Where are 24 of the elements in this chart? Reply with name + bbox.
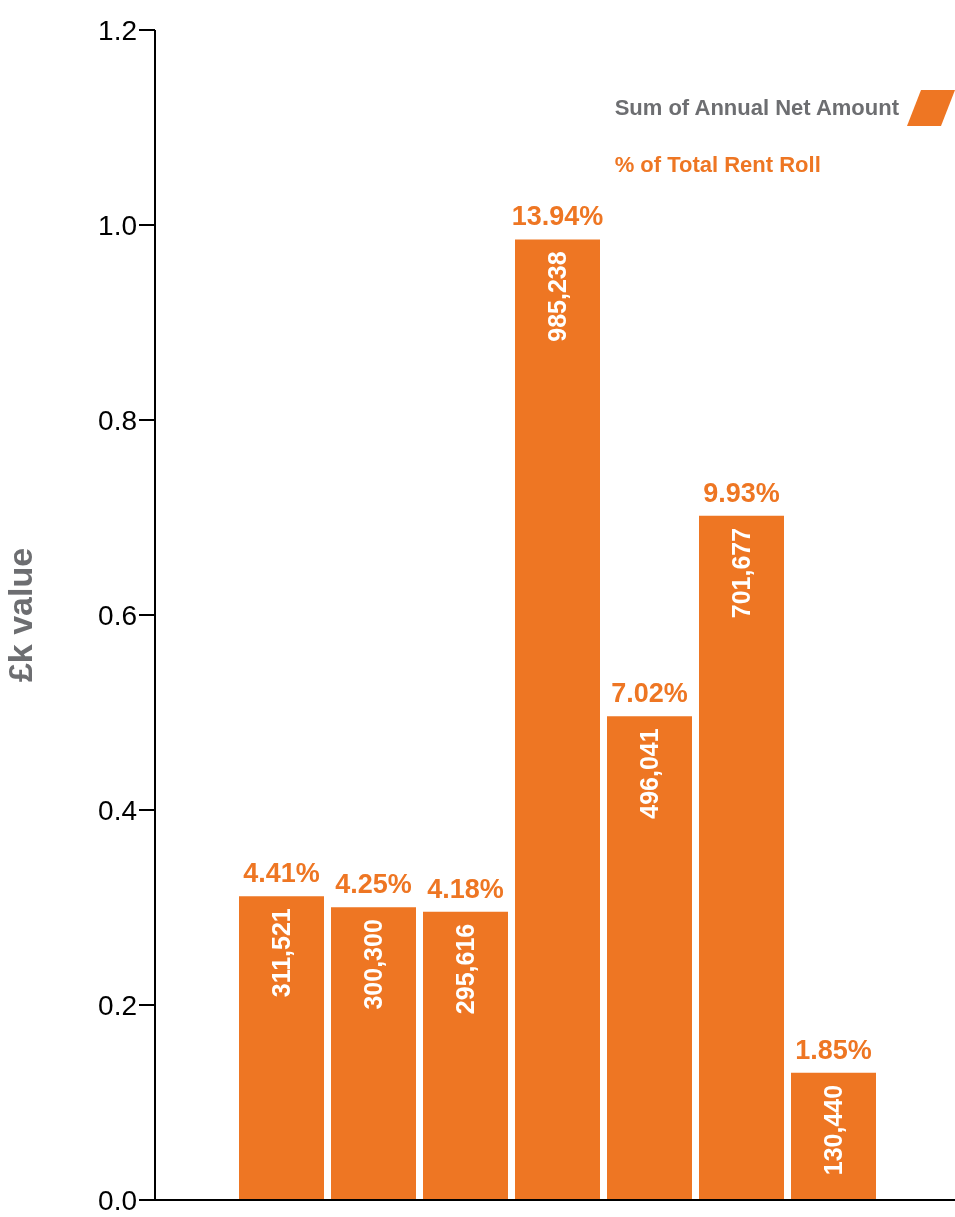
annotation: 1.85% (795, 1034, 872, 1065)
annotation: % of Total Rent Roll (614, 152, 822, 178)
y-axis-title: £k value (1, 547, 40, 683)
annotation: 4.18% (427, 873, 504, 904)
y-tick-label: 1.2 (98, 14, 137, 46)
y-tick-label: 0.6 (98, 599, 137, 631)
annotation: 985,238 (543, 251, 572, 342)
annotation: 4.25% (335, 869, 412, 900)
annotation: 7.02% (611, 678, 688, 709)
legend-label: Sum of Annual Net Amount (614, 95, 899, 121)
y-tick-label: 0.4 (98, 794, 137, 826)
y-tick-label: 0.8 (98, 404, 137, 436)
annotation: 9.93% (703, 477, 780, 508)
y-tick-label: 0.0 (98, 1184, 137, 1216)
annotation: 4.41% (243, 858, 320, 889)
annotation: 130,440 (819, 1084, 848, 1176)
annotation: 496,041 (635, 728, 664, 819)
y-tick-label: 1.0 (98, 209, 137, 241)
annotation: 701,677 (727, 527, 756, 619)
annotation: 311,521 (267, 908, 296, 998)
annotation: 13.94% (511, 201, 604, 232)
annotation: 300,300 (359, 919, 388, 1010)
annotation: 295,616 (451, 923, 480, 1015)
y-tick-label: 0.2 (98, 989, 137, 1021)
